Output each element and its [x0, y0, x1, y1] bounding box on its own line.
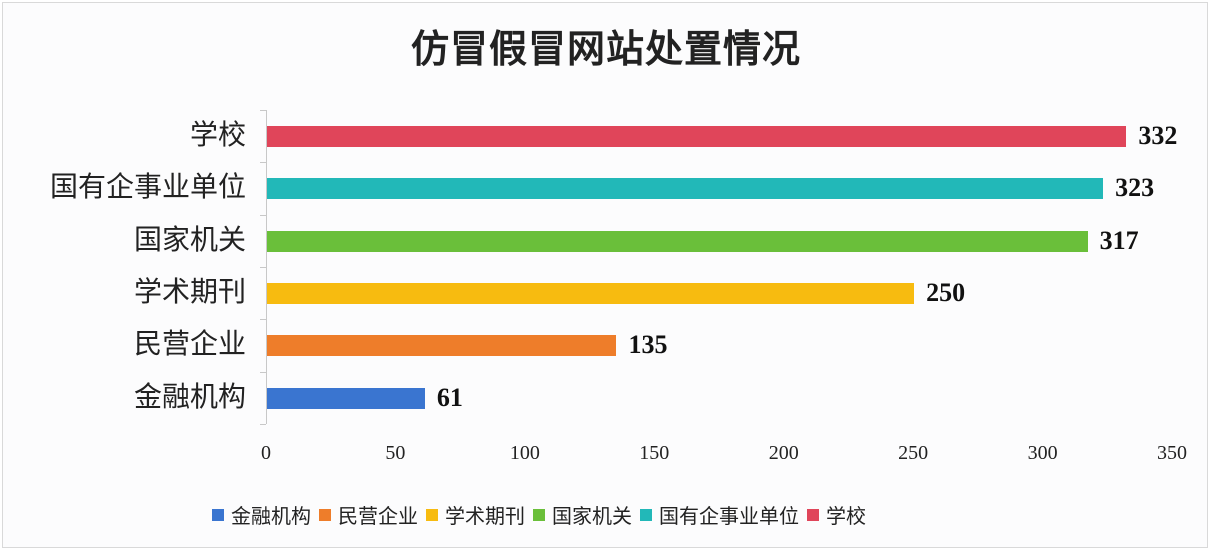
y-axis-tick: [260, 214, 266, 216]
legend-swatch-icon: [807, 508, 819, 521]
legend-item[interactable]: 学术期刊: [426, 500, 525, 529]
y-axis-tick: [260, 371, 266, 373]
category-label: 学校: [189, 118, 246, 152]
data-label: 250: [926, 278, 966, 308]
y-axis-tick: [260, 266, 266, 268]
y-axis-tick: [260, 423, 266, 425]
legend-swatch-icon: [212, 508, 224, 521]
legend-label: 金融机构: [231, 504, 311, 528]
bar-4[interactable]: [267, 335, 617, 357]
category-label: 学术期刊: [133, 275, 246, 309]
legend-label: 国家机关: [552, 504, 632, 528]
x-tick-label: 50: [385, 442, 406, 464]
x-tick-label: 150: [639, 442, 670, 464]
legend-swatch-icon: [533, 508, 545, 521]
legend-item[interactable]: 民营企业: [319, 500, 418, 529]
legend-swatch-icon: [319, 508, 331, 521]
bar-5[interactable]: [267, 387, 425, 409]
y-axis-line: [266, 110, 267, 424]
bar-0[interactable]: [267, 126, 1127, 148]
category-label: 国有企事业单位: [49, 170, 246, 204]
bar-2[interactable]: [267, 230, 1088, 252]
bar-3[interactable]: [267, 283, 915, 305]
data-label: 135: [628, 330, 668, 360]
y-axis-tick: [260, 162, 266, 164]
legend-item[interactable]: 学校: [807, 500, 866, 529]
data-label: 61: [436, 382, 463, 412]
y-axis-tick: [260, 110, 266, 111]
x-tick-label: 350: [1157, 442, 1187, 464]
legend-item[interactable]: 金融机构: [212, 500, 311, 529]
legend-label: 国有企事业单位: [659, 504, 799, 528]
chart-title: 仿冒假冒网站处置情况: [410, 26, 801, 71]
x-tick-label: 100: [509, 442, 540, 464]
x-tick-label: 300: [1027, 442, 1058, 464]
data-label: 317: [1099, 225, 1139, 255]
x-tick-label: 0: [261, 442, 271, 464]
category-label: 国家机关: [133, 222, 246, 256]
legend-swatch-icon: [640, 508, 652, 521]
legend-label: 民营企业: [338, 504, 418, 528]
bar-1[interactable]: [267, 178, 1104, 200]
data-label: 323: [1115, 173, 1155, 203]
legend-label: 学校: [826, 504, 866, 528]
legend-label: 学术期刊: [445, 504, 525, 528]
x-tick-label: 250: [898, 442, 929, 464]
x-tick-label: 200: [768, 442, 799, 464]
legend: 金融机构 民营企业 学术期刊 国家机关 国有企事业单位 学校: [212, 500, 874, 529]
legend-swatch-icon: [426, 508, 438, 521]
legend-item[interactable]: 国家机关: [533, 500, 632, 529]
category-label: 民营企业: [133, 327, 246, 361]
legend-item[interactable]: 国有企事业单位: [640, 500, 799, 529]
y-axis-tick: [260, 319, 266, 321]
data-label: 332: [1138, 121, 1178, 151]
category-label: 金融机构: [133, 379, 246, 413]
